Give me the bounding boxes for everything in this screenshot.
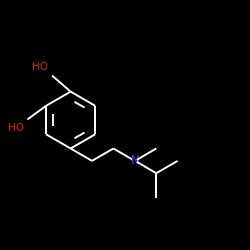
Text: N: N [130,154,139,167]
Text: HO: HO [8,123,24,133]
Text: HO: HO [32,62,48,72]
